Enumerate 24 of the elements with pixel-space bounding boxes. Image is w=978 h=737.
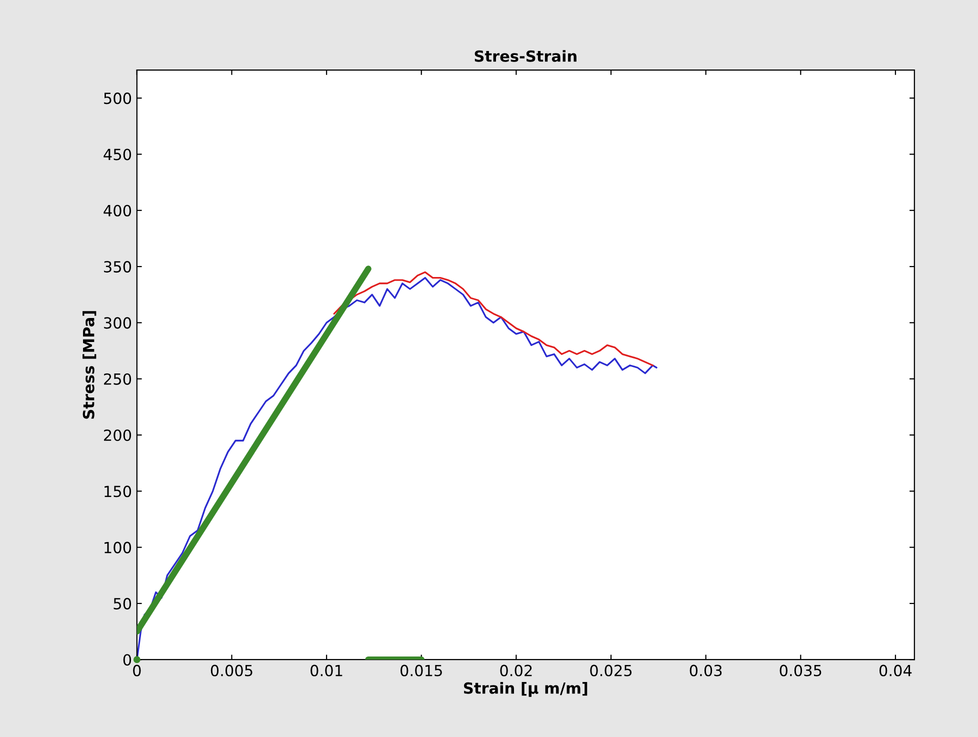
y-tick-label: 100 xyxy=(104,542,132,554)
y-tick-label: 400 xyxy=(104,204,132,216)
y-tick-label: 50 xyxy=(114,598,132,610)
y-tick-label: 150 xyxy=(104,486,132,498)
x-tick-label: 0.015 xyxy=(400,664,442,676)
x-tick-label: 0.04 xyxy=(879,664,912,676)
y-tick-label: 250 xyxy=(104,373,132,385)
x-tick-label: 0.02 xyxy=(500,664,532,676)
y-tick-label: 350 xyxy=(104,261,132,273)
x-axis-title: Strain [µ m/m] xyxy=(464,682,588,697)
x-tick-label: 0.025 xyxy=(590,664,632,676)
x-tick-label: 0 xyxy=(133,664,141,676)
x-tick-label: 0.035 xyxy=(780,664,822,676)
y-tick-label: 200 xyxy=(104,429,132,442)
x-tick-label: 0.005 xyxy=(210,664,252,676)
line-series xyxy=(333,271,654,366)
y-tick-label: 0 xyxy=(123,654,132,666)
y-tick-label: 450 xyxy=(104,148,132,160)
x-tick-label: 0.03 xyxy=(690,664,722,676)
x-tick-label: 0.01 xyxy=(310,664,342,676)
chart-title: Stres-Strain xyxy=(474,50,576,62)
y-axis-title: Stress [MPa] xyxy=(82,311,96,419)
y-tick-label: 500 xyxy=(104,92,132,104)
y-tick-label: 300 xyxy=(104,317,132,329)
